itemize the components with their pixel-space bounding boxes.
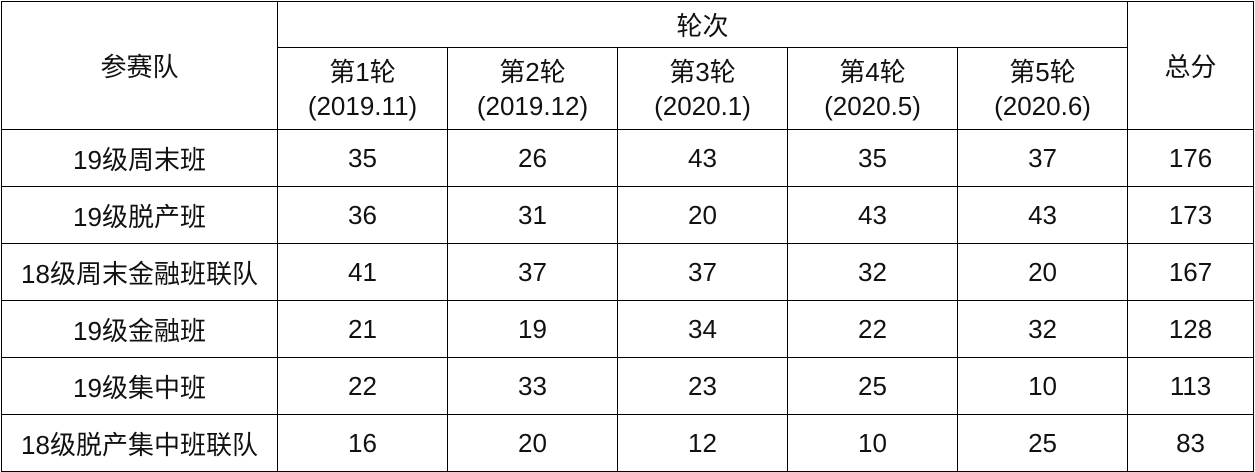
total-cell: 167 [1127, 243, 1255, 301]
score-cell: 37 [447, 243, 618, 301]
round-label: 第1轮 [329, 56, 396, 87]
round-header-5: 第5轮 (2020.6) [956, 47, 1129, 130]
table-row: 18级脱产集中班联队 16 20 12 10 25 83 [1, 414, 1255, 472]
round-date: (2020.1) [654, 90, 751, 121]
team-name: 19级脱产班 [1, 186, 278, 244]
score-cell: 31 [447, 186, 618, 244]
rounds-header: 轮次 [276, 1, 1129, 48]
total-cell: 83 [1127, 414, 1255, 472]
round-label: 第5轮 [1009, 56, 1076, 87]
total-cell: 176 [1127, 129, 1255, 187]
round-date: (2019.11) [307, 90, 418, 121]
score-cell: 20 [447, 414, 618, 472]
table-row: 19级集中班 22 33 23 25 10 113 [1, 357, 1255, 415]
score-cell: 35 [787, 129, 958, 187]
team-name: 18级周末金融班联队 [1, 243, 278, 301]
total-header: 总分 [1127, 1, 1255, 130]
team-name: 19级集中班 [1, 357, 278, 415]
round-header-4: 第4轮 (2020.5) [787, 47, 958, 130]
round-date: (2020.6) [994, 90, 1091, 121]
score-cell: 12 [617, 414, 788, 472]
team-name: 19级金融班 [1, 300, 278, 358]
score-cell: 43 [956, 186, 1129, 244]
table-row: 18级周末金融班联队 41 37 37 32 20 167 [1, 243, 1255, 301]
score-cell: 22 [787, 300, 958, 358]
score-cell: 33 [447, 357, 618, 415]
score-cell: 16 [277, 414, 448, 472]
round-label: 第3轮 [669, 56, 736, 87]
round-date: (2020.5) [824, 90, 921, 121]
score-cell: 20 [617, 186, 788, 244]
round-date: (2019.12) [476, 90, 589, 121]
score-cell: 10 [787, 414, 958, 472]
score-cell: 25 [787, 357, 958, 415]
total-cell: 173 [1127, 186, 1255, 244]
score-cell: 22 [277, 357, 448, 415]
total-cell: 128 [1127, 300, 1255, 358]
score-cell: 37 [617, 243, 788, 301]
score-cell: 37 [956, 129, 1129, 187]
score-cell: 41 [277, 243, 448, 301]
score-cell: 32 [956, 300, 1129, 358]
score-cell: 43 [617, 129, 788, 187]
round-header-1: 第1轮 (2019.11) [277, 47, 448, 130]
team-name: 19级周末班 [1, 129, 278, 187]
table-row: 19级金融班 21 19 34 22 32 128 [1, 300, 1255, 358]
score-cell: 25 [956, 414, 1129, 472]
score-cell: 20 [956, 243, 1129, 301]
score-cell: 19 [447, 300, 618, 358]
round-header-2: 第2轮 (2019.12) [447, 47, 618, 130]
score-cell: 23 [617, 357, 788, 415]
total-cell: 113 [1127, 357, 1255, 415]
team-name: 18级脱产集中班联队 [1, 414, 278, 472]
table-row: 19级周末班 35 26 43 35 37 176 [1, 129, 1255, 187]
score-cell: 35 [277, 129, 448, 187]
score-cell: 43 [787, 186, 958, 244]
round-label: 第4轮 [839, 56, 906, 87]
score-cell: 21 [277, 300, 448, 358]
round-label: 第2轮 [499, 56, 566, 87]
round-header-3: 第3轮 (2020.1) [617, 47, 788, 130]
score-cell: 36 [277, 186, 448, 244]
table-row: 19级脱产班 36 31 20 43 43 173 [1, 186, 1255, 244]
score-cell: 26 [447, 129, 618, 187]
team-header: 参赛队 [1, 1, 278, 130]
score-cell: 34 [617, 300, 788, 358]
score-cell: 10 [956, 357, 1129, 415]
score-cell: 32 [787, 243, 958, 301]
